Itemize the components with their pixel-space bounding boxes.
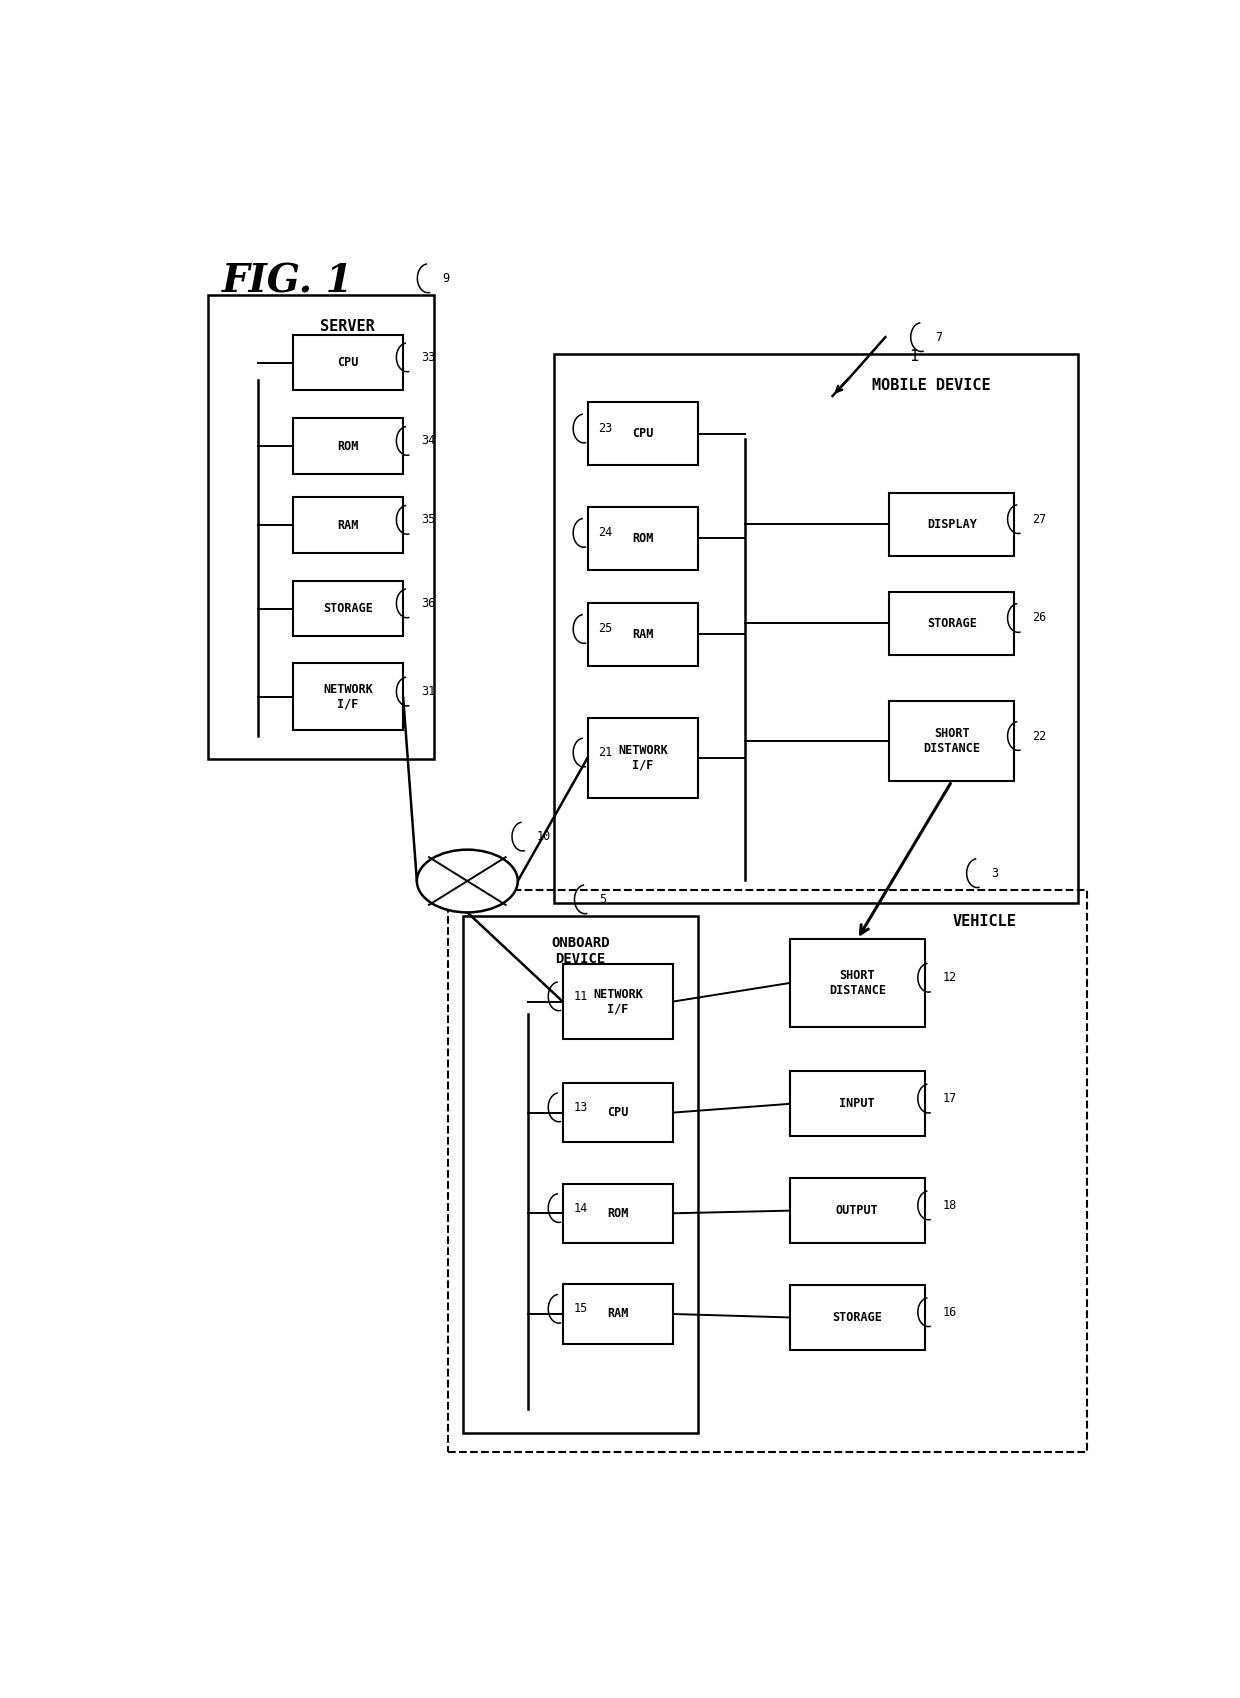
Bar [563, 1284, 673, 1343]
Bar [293, 418, 403, 474]
Bar [588, 718, 698, 798]
Text: ROM: ROM [608, 1207, 629, 1219]
Text: 33: 33 [422, 351, 435, 363]
Bar [588, 603, 698, 666]
Bar [790, 1285, 925, 1350]
Text: 35: 35 [422, 513, 435, 526]
Text: 18: 18 [942, 1199, 957, 1212]
Bar [293, 581, 403, 637]
Bar [293, 335, 403, 391]
Bar [889, 591, 1014, 655]
Text: RAM: RAM [632, 628, 653, 640]
Text: 27: 27 [1033, 513, 1047, 526]
Text: 26: 26 [1033, 611, 1047, 625]
Text: 3: 3 [992, 866, 998, 880]
Bar [588, 402, 698, 465]
Text: VEHICLE: VEHICLE [954, 914, 1017, 929]
Text: 34: 34 [422, 435, 435, 447]
Text: RAM: RAM [337, 518, 358, 531]
Text: 16: 16 [942, 1306, 957, 1319]
Text: 9: 9 [443, 272, 449, 285]
Text: STORAGE: STORAGE [832, 1311, 882, 1324]
Text: 5: 5 [599, 893, 606, 905]
Text: FIG. 1: FIG. 1 [222, 263, 353, 301]
Text: CPU: CPU [632, 428, 653, 440]
Text: NETWORK
I/F: NETWORK I/F [593, 988, 642, 1015]
Text: 14: 14 [573, 1202, 588, 1214]
Text: INPUT: INPUT [839, 1097, 875, 1110]
Bar [554, 355, 1078, 903]
Bar [563, 1083, 673, 1143]
Text: 10: 10 [537, 830, 552, 844]
Bar [563, 964, 673, 1039]
Text: 15: 15 [573, 1302, 588, 1316]
Text: 31: 31 [422, 684, 435, 698]
Text: STORAGE: STORAGE [322, 603, 373, 615]
Text: 24: 24 [598, 526, 613, 540]
Bar [463, 917, 698, 1433]
Text: MOBILE DEVICE: MOBILE DEVICE [872, 377, 991, 392]
Bar [293, 498, 403, 554]
Text: CPU: CPU [337, 357, 358, 368]
Text: 17: 17 [942, 1092, 957, 1105]
Text: NETWORK
I/F: NETWORK I/F [618, 744, 668, 771]
Text: ROM: ROM [632, 531, 653, 545]
Bar [790, 939, 925, 1027]
Text: SHORT
DISTANCE: SHORT DISTANCE [828, 970, 885, 997]
Text: 36: 36 [422, 598, 435, 610]
Text: STORAGE: STORAGE [928, 616, 977, 630]
Text: ROM: ROM [337, 440, 358, 453]
Text: 7: 7 [936, 331, 942, 343]
Text: NETWORK
I/F: NETWORK I/F [322, 683, 373, 711]
Text: OUTPUT: OUTPUT [836, 1204, 879, 1217]
Bar [889, 701, 1014, 781]
Bar [448, 890, 1087, 1452]
Text: 21: 21 [598, 745, 613, 759]
Ellipse shape [417, 849, 518, 912]
Bar [293, 664, 403, 730]
Text: 25: 25 [598, 623, 613, 635]
Bar [889, 492, 1014, 555]
Text: ONBOARD
DEVICE: ONBOARD DEVICE [551, 936, 610, 966]
Text: SHORT
DISTANCE: SHORT DISTANCE [924, 727, 981, 756]
Text: RAM: RAM [608, 1307, 629, 1321]
Text: 13: 13 [573, 1100, 588, 1114]
Bar [790, 1071, 925, 1136]
Text: 11: 11 [573, 990, 588, 1004]
Text: SERVER: SERVER [320, 319, 376, 335]
Text: CPU: CPU [608, 1105, 629, 1119]
Bar [790, 1178, 925, 1243]
Text: 23: 23 [598, 423, 613, 435]
Text: 22: 22 [1033, 730, 1047, 742]
Bar [208, 295, 434, 759]
Text: 12: 12 [942, 971, 957, 985]
Bar [563, 1184, 673, 1243]
Text: 1: 1 [909, 350, 919, 365]
Bar [588, 506, 698, 569]
Text: DISPLAY: DISPLAY [928, 518, 977, 531]
